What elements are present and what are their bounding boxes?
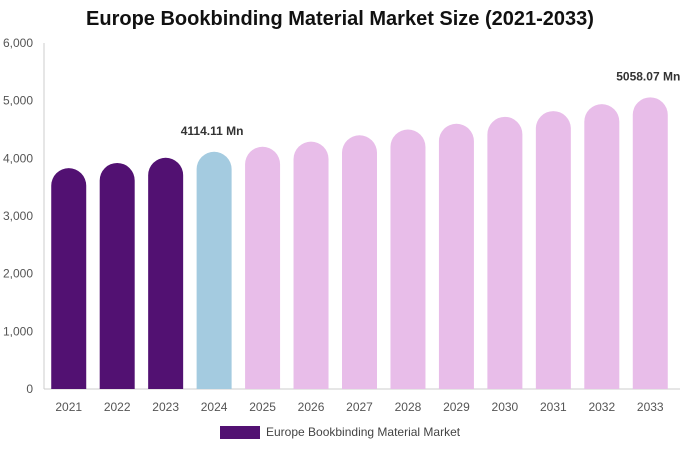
x-tick-label: 2027 <box>346 400 373 414</box>
chart-title: Europe Bookbinding Material Market Size … <box>86 8 594 30</box>
y-tick-label: 4,000 <box>3 151 33 165</box>
bar-2033 <box>632 97 668 389</box>
bar-2031 <box>535 111 571 389</box>
x-tick-label: 2028 <box>395 400 422 414</box>
bar-2026 <box>293 141 329 389</box>
y-tick-label: 2,000 <box>3 267 33 281</box>
x-tick-label: 2030 <box>492 400 519 414</box>
data-label: 5058.07 Mn <box>616 69 680 83</box>
bar-2029 <box>438 123 474 389</box>
bar-2023 <box>148 157 184 389</box>
y-tick-label: 6,000 <box>3 36 33 50</box>
legend-swatch <box>220 425 260 439</box>
x-tick-label: 2025 <box>249 400 276 414</box>
y-tick-label: 1,000 <box>3 324 33 338</box>
x-tick-label: 2032 <box>588 400 615 414</box>
data-label: 4114.11 Mn <box>181 124 244 138</box>
y-tick-label: 0 <box>26 382 33 396</box>
x-tick-label: 2023 <box>152 400 179 414</box>
bar-2021 <box>51 168 87 389</box>
x-tick-label: 2029 <box>443 400 470 414</box>
x-tick-label: 2033 <box>637 400 664 414</box>
y-tick-label: 5,000 <box>3 94 33 108</box>
x-tick-label: 2024 <box>201 400 228 414</box>
bar-2022 <box>99 162 135 389</box>
x-tick-label: 2031 <box>540 400 567 414</box>
x-tick-label: 2026 <box>298 400 325 414</box>
bar-2025 <box>245 146 281 389</box>
bar-2027 <box>342 135 377 389</box>
bar-2024 <box>196 151 232 389</box>
legend: Europe Bookbinding Material Market <box>220 425 460 439</box>
bar-2028 <box>390 129 426 389</box>
y-tick-label: 3,000 <box>3 209 33 223</box>
bar-2032 <box>584 104 620 390</box>
x-tick-label: 2021 <box>55 400 82 414</box>
bar-2030 <box>487 116 523 390</box>
legend-label: Europe Bookbinding Material Market <box>266 425 461 439</box>
x-tick-label: 2022 <box>104 400 131 414</box>
